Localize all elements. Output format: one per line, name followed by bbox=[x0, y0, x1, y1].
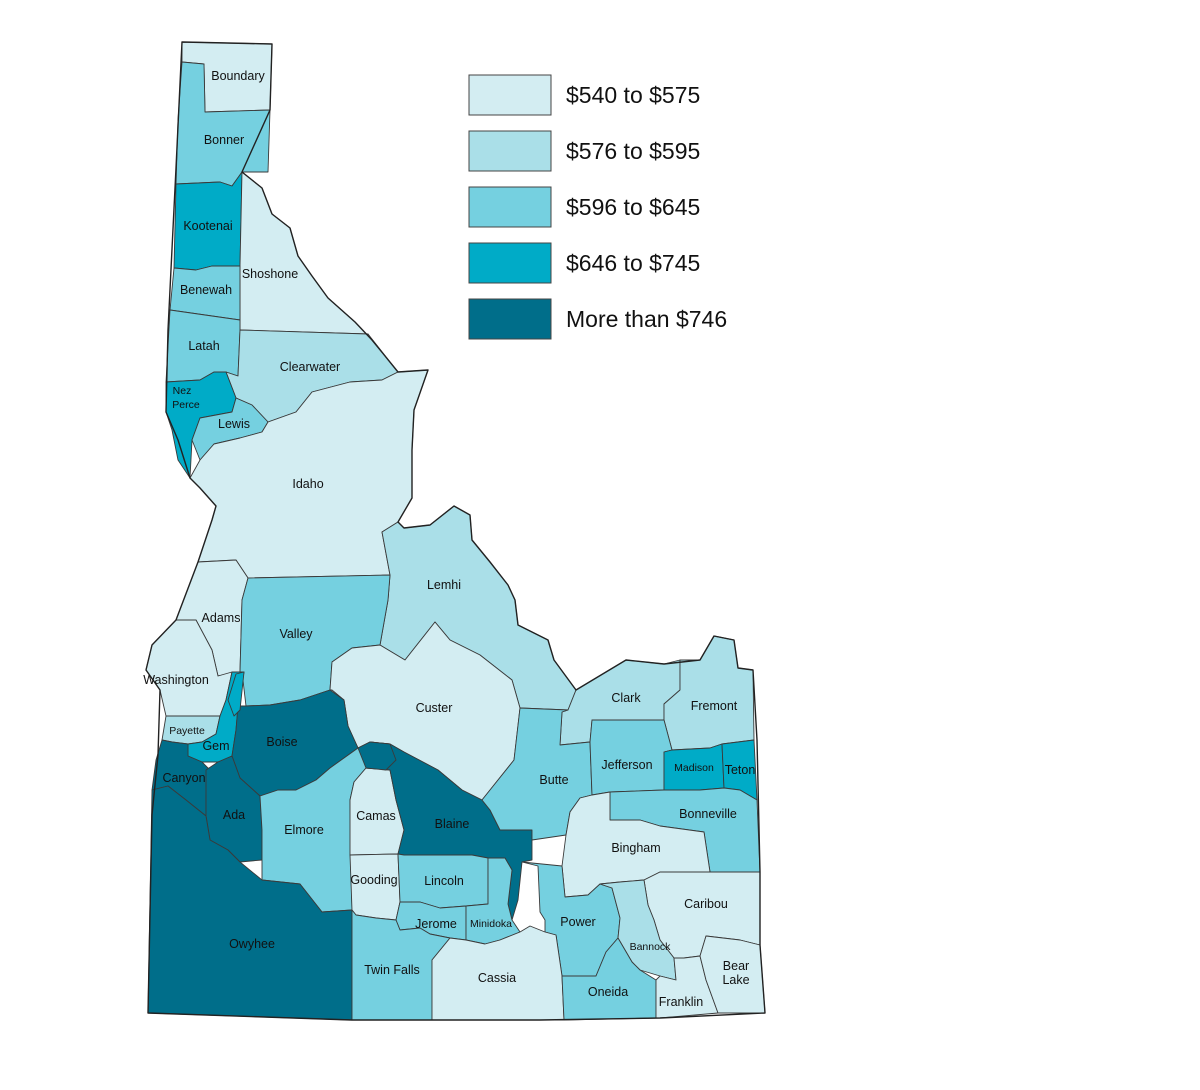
county-gooding bbox=[349, 853, 401, 921]
county-label-clearwater: Clearwater bbox=[280, 360, 340, 374]
legend-label-4: More than $746 bbox=[566, 306, 727, 332]
county-label-ada: Ada bbox=[223, 808, 245, 822]
county-label-custer: Custer bbox=[416, 701, 453, 715]
county-gem-part bbox=[227, 671, 245, 717]
county-label-benewah: Benewah bbox=[180, 283, 232, 297]
county-label-madison: Madison bbox=[674, 762, 714, 774]
legend-label-1: $576 to $595 bbox=[566, 138, 700, 164]
county-label-franklin: Franklin bbox=[659, 995, 704, 1009]
state-outline bbox=[145, 41, 766, 1021]
county-label-boundary: Boundary bbox=[211, 69, 265, 83]
county-label-jefferson: Jefferson bbox=[601, 758, 652, 772]
county-shoshone bbox=[239, 171, 373, 341]
county-label-lemhi: Lemhi bbox=[427, 578, 461, 592]
legend-swatch-2 bbox=[468, 186, 552, 228]
county-label-caribou: Caribou bbox=[684, 897, 728, 911]
county-label-camas: Camas bbox=[356, 809, 396, 823]
legend-label-0: $540 to $575 bbox=[566, 82, 700, 108]
county-label-boise: Boise bbox=[266, 735, 297, 749]
county-label-valley: Valley bbox=[279, 627, 313, 641]
county-label-bonner: Bonner bbox=[204, 133, 244, 147]
county-label-power: Power bbox=[560, 915, 595, 929]
county-fremont bbox=[663, 635, 755, 751]
county-label-owyhee: Owyhee bbox=[229, 937, 275, 951]
legend-swatch-3 bbox=[468, 242, 552, 284]
county-label-shoshone: Shoshone bbox=[242, 267, 298, 281]
county-label-washington: Washington bbox=[143, 673, 209, 687]
county-label-elmore: Elmore bbox=[284, 823, 324, 837]
county-label-jerome: Jerome bbox=[415, 917, 457, 931]
county-label-nez-perce: Nez Perce bbox=[172, 385, 200, 411]
legend-swatch-4 bbox=[468, 298, 552, 340]
county-label-gem: Gem bbox=[202, 739, 229, 753]
legend: $540 to $575 $576 to $595 $596 to $645 $646… bbox=[468, 74, 727, 340]
counties-layer bbox=[145, 41, 766, 1021]
county-label-fremont: Fremont bbox=[691, 699, 738, 713]
county-label-lincoln: Lincoln bbox=[424, 874, 464, 888]
county-label-latah: Latah bbox=[188, 339, 219, 353]
county-label-payette: Payette bbox=[169, 725, 205, 737]
labels-layer: Boundary Bonner Kootenai Shoshone Benewah Lat… bbox=[143, 69, 755, 1009]
county-label-bannock: Bannock bbox=[630, 941, 672, 953]
county-label-twin-falls: Twin Falls bbox=[364, 963, 420, 977]
county-label-bingham: Bingham bbox=[611, 841, 660, 855]
county-label-bear-lake: Bear Lake bbox=[722, 959, 749, 987]
county-label-bonneville: Bonneville bbox=[679, 807, 737, 821]
county-label-gooding: Gooding bbox=[350, 873, 397, 887]
county-label-minidoka: Minidoka bbox=[470, 918, 512, 930]
county-label-blaine: Blaine bbox=[435, 817, 470, 831]
legend-label-3: $646 to $745 bbox=[566, 250, 700, 276]
county-label-adams: Adams bbox=[202, 611, 241, 625]
county-label-cassia: Cassia bbox=[478, 971, 516, 985]
county-label-clark: Clark bbox=[611, 691, 641, 705]
county-blaine-part bbox=[357, 741, 397, 771]
county-label-lewis: Lewis bbox=[218, 417, 250, 431]
county-label-butte: Butte bbox=[539, 773, 568, 787]
legend-swatch-0 bbox=[468, 74, 552, 116]
county-label-canyon: Canyon bbox=[162, 771, 205, 785]
county-label-idaho: Idaho bbox=[292, 477, 323, 491]
county-label-oneida: Oneida bbox=[588, 985, 628, 999]
legend-label-2: $596 to $645 bbox=[566, 194, 700, 220]
county-label-kootenai: Kootenai bbox=[183, 219, 232, 233]
county-label-teton: Teton bbox=[725, 763, 756, 777]
legend-swatch-1 bbox=[468, 130, 552, 172]
